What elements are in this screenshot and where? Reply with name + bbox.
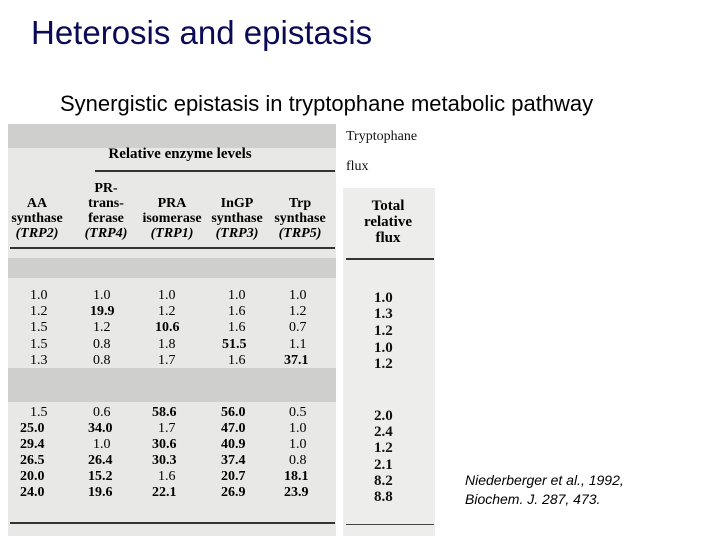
cell-r2-c1: 1.2 [30,304,48,319]
cell-r3-flux: 1.2 [374,323,393,339]
col-header-trp5: Trp synthase (TRP5) [274,196,326,241]
cell-r7-c3: 1.7 [158,421,176,436]
group-header: Relative enzyme levels [108,146,252,162]
cell-r7-c4: 47.0 [221,421,246,436]
scan-smudge [8,124,336,148]
scanned-flux-column-image [343,124,435,536]
citation-line1: Niederberger et al., 1992, [465,472,624,488]
col-header-trp3: InGP synthase (TRP3) [211,196,263,241]
citation-line2: Biochem. J. 287, 473. [465,491,601,507]
cell-r5-c3: 1.7 [158,353,176,368]
cell-r8-c4: 40.9 [221,437,246,452]
cell-r8-c3: 30.6 [152,437,177,452]
cell-r6-flux: 2.0 [374,408,393,424]
cell-r4-c3: 1.8 [158,337,176,352]
cell-r4-flux: 1.0 [374,340,393,356]
cell-r11-flux: 8.8 [374,489,393,505]
bottom-rule-right [346,524,434,525]
citation: Niederberger et al., 1992, Biochem. J. 2… [465,471,624,509]
cell-r9-c4: 37.4 [221,453,246,468]
header-rule-left [10,247,335,249]
cell-r3-c4: 1.6 [228,320,246,335]
group-header-rule [95,170,335,172]
cell-r11-c1: 24.0 [20,485,45,500]
cell-r2-c5: 1.2 [289,304,307,319]
cell-r7-flux: 2.4 [374,424,393,440]
cell-r1-c2: 1.0 [93,288,111,303]
cell-r11-c2: 19.6 [88,485,113,500]
cell-r2-c2: 19.9 [90,304,115,319]
cell-r10-c5: 18.1 [284,469,309,484]
cell-r4-c4: 51.5 [222,337,247,352]
scanned-table-image [8,124,336,536]
cell-r10-c2: 15.2 [88,469,113,484]
cell-r6-c4: 56.0 [221,405,246,420]
cell-r11-c4: 26.9 [221,485,246,500]
cell-r6-c1: 1.5 [30,405,48,420]
cell-r7-c2: 34.0 [88,421,113,436]
cell-r7-c5: 1.0 [289,421,307,436]
cell-r1-c1: 1.0 [30,288,48,303]
cell-r9-c5: 0.8 [289,453,307,468]
cell-r10-c4: 20.7 [221,469,246,484]
cell-r5-c1: 1.3 [30,353,48,368]
cell-r9-c2: 26.4 [88,453,113,468]
col-header-trp2: AA synthase (TRP2) [11,196,63,241]
col-header-trp1: PRA isomerase (TRP1) [142,196,202,241]
cell-r3-c1: 1.5 [30,320,48,335]
cell-r9-flux: 2.1 [374,457,393,473]
scan-smudge [8,258,336,278]
slide-title: Heterosis and epistasis [31,14,373,51]
cell-r8-c1: 29.4 [20,437,45,452]
cell-r5-flux: 1.2 [374,356,393,372]
cell-r8-flux: 1.2 [374,440,393,456]
cell-r9-c1: 26.5 [20,453,45,468]
cell-r1-c3: 1.0 [158,288,176,303]
cell-r3-c3: 10.6 [155,320,180,335]
col-header-total-flux: Total relative flux [363,198,413,246]
cell-r8-c5: 1.0 [289,437,307,452]
cell-r4-c2: 0.8 [93,337,111,352]
cell-r3-c5: 0.7 [289,320,307,335]
cell-r10-c1: 20.0 [20,469,45,484]
cell-r11-c3: 22.1 [152,485,177,500]
cell-r5-c5: 37.1 [284,353,309,368]
cell-r2-flux: 1.3 [374,306,393,322]
slide-subtitle: Synergistic epistasis in tryptophane met… [60,91,594,116]
cell-r10-c3: 1.6 [158,469,176,484]
cell-r1-c5: 1.0 [289,288,307,303]
cell-r4-c5: 1.1 [289,337,307,352]
col-header-trp4: PR- trans- ferase (TRP4) [84,181,128,241]
cell-r5-c4: 1.6 [228,353,246,368]
cell-r6-c3: 58.6 [152,405,177,420]
cell-r9-c3: 30.3 [152,453,177,468]
scan-smudge [8,368,336,402]
cell-r5-c2: 0.8 [93,353,111,368]
cell-r2-c3: 1.2 [158,304,176,319]
cell-r6-c5: 0.5 [289,405,307,420]
cell-r2-c4: 1.6 [228,304,246,319]
cell-r6-c2: 0.6 [93,405,111,420]
bottom-rule-left [10,522,335,524]
cell-r4-c1: 1.5 [30,337,48,352]
cell-r10-flux: 8.2 [374,473,393,489]
cell-r7-c1: 25.0 [20,421,45,436]
cell-r8-c2: 1.0 [93,437,111,452]
flux-label-area [343,124,435,188]
header-rule-right [346,258,434,260]
cell-r1-c4: 1.0 [228,288,246,303]
cell-r11-c5: 23.9 [284,485,309,500]
flux-label-line2: flux [346,159,369,174]
flux-label-line1: Tryptophane [346,129,418,144]
cell-r3-c2: 1.2 [93,320,111,335]
cell-r1-flux: 1.0 [374,290,393,306]
